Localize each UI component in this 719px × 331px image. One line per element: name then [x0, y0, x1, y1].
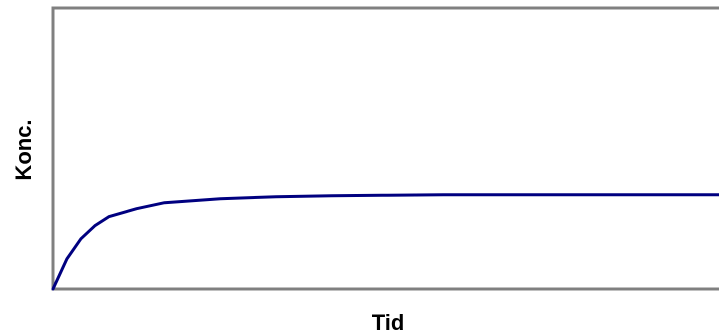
x-axis-title: Tid	[372, 310, 405, 331]
plot-area	[51, 6, 719, 291]
series-layer	[51, 193, 719, 291]
y-axis-title: Konc.	[11, 119, 36, 180]
series-line-1	[51, 193, 719, 291]
